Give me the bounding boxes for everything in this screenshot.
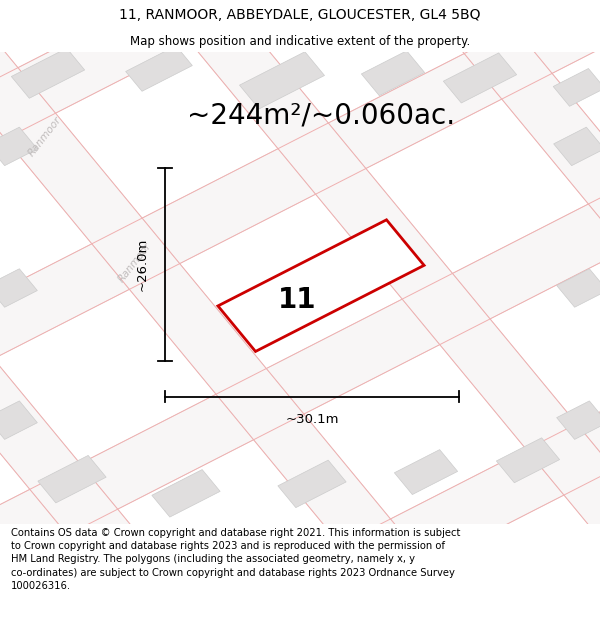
Polygon shape <box>554 127 600 166</box>
Polygon shape <box>394 449 458 494</box>
Text: 11, RANMOOR, ABBEYDALE, GLOUCESTER, GL4 5BQ: 11, RANMOOR, ABBEYDALE, GLOUCESTER, GL4 … <box>119 8 481 21</box>
Polygon shape <box>0 0 556 625</box>
Polygon shape <box>11 48 85 98</box>
Polygon shape <box>0 23 370 625</box>
Text: ~30.1m: ~30.1m <box>285 412 339 426</box>
Text: 11: 11 <box>278 286 316 314</box>
Polygon shape <box>0 0 600 485</box>
Text: Ranmoor: Ranmoor <box>116 240 154 284</box>
Text: Ranmoor: Ranmoor <box>26 115 64 159</box>
Polygon shape <box>0 226 600 625</box>
Polygon shape <box>557 269 600 308</box>
Polygon shape <box>443 53 517 103</box>
Text: ~26.0m: ~26.0m <box>136 238 149 291</box>
Polygon shape <box>38 0 600 625</box>
Polygon shape <box>0 401 37 439</box>
Polygon shape <box>361 51 425 96</box>
Polygon shape <box>278 460 346 508</box>
Polygon shape <box>125 46 193 91</box>
Text: Contains OS data © Crown copyright and database right 2021. This information is : Contains OS data © Crown copyright and d… <box>11 528 460 591</box>
Text: Map shows position and indicative extent of the property.: Map shows position and indicative extent… <box>130 35 470 48</box>
Polygon shape <box>0 76 600 625</box>
Polygon shape <box>38 456 106 503</box>
Polygon shape <box>0 127 37 166</box>
Polygon shape <box>0 0 600 334</box>
Polygon shape <box>225 0 600 556</box>
Polygon shape <box>557 401 600 439</box>
Polygon shape <box>239 52 325 109</box>
Polygon shape <box>218 220 424 351</box>
Polygon shape <box>152 469 220 517</box>
Polygon shape <box>0 269 37 308</box>
Text: ~244m²/~0.060ac.: ~244m²/~0.060ac. <box>187 102 455 130</box>
Polygon shape <box>496 438 560 483</box>
Polygon shape <box>553 69 600 106</box>
